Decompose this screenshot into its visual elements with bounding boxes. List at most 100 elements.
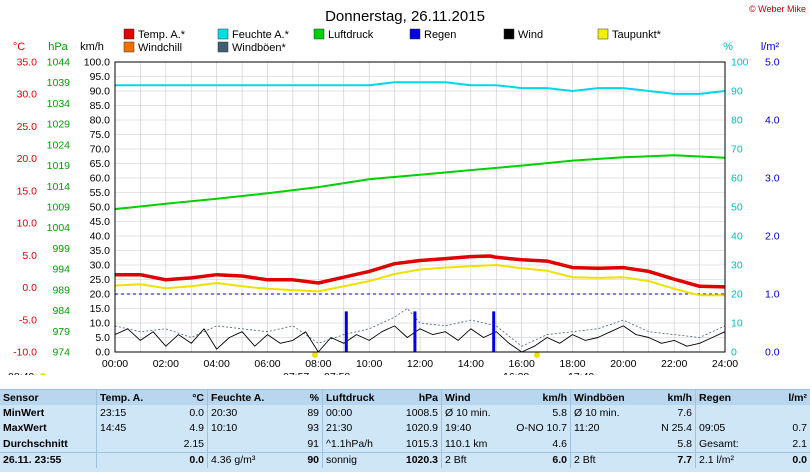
humidity-tick-label: 0 xyxy=(731,347,737,359)
wind-tick-label: 55.0 xyxy=(90,187,111,199)
chart-title: Donnerstag, 26.11.2015 xyxy=(325,8,485,25)
temp-tick-label: 25.0 xyxy=(17,121,38,133)
stats-cell: 91 xyxy=(307,437,319,450)
hdr-temp-unit: °C xyxy=(161,390,208,406)
stats-cell: 23:15 xyxy=(96,405,161,421)
wind-tick-label: 35.0 xyxy=(90,245,111,257)
wind-unit: km/h xyxy=(80,41,104,53)
wind-tick-label: 45.0 xyxy=(90,216,111,228)
stats-cell: O-NO 10.7 xyxy=(516,422,567,435)
stats-cell: 93 xyxy=(307,422,319,435)
legend-label: Taupunkt* xyxy=(612,29,662,41)
legend-label: Regen xyxy=(424,29,456,41)
x-tick-label: 10:00 xyxy=(356,358,382,370)
stats-cell: 14:45 xyxy=(96,420,161,437)
wind-tick-label: 65.0 xyxy=(90,158,111,170)
stats-cell: 89 xyxy=(307,407,319,420)
hdr-wind-unit: km/h xyxy=(504,390,571,406)
legend-swatch xyxy=(217,28,229,40)
rain-bar xyxy=(413,311,417,352)
x-tick-labels: 00:00 02:00 04:00 06:00 08:00 10:00 12:00 14:00… xyxy=(102,358,738,370)
sun-marker xyxy=(40,373,46,375)
stats-cell xyxy=(96,451,161,468)
stats-cell: 4.6 xyxy=(552,437,567,450)
hdr-hum: Feuchte A. xyxy=(207,390,276,406)
x-tick-label: 04:00 xyxy=(204,358,230,370)
pressure-unit: hPa xyxy=(48,41,68,53)
sun-markers: 08:40 07:57 07:58 16:38 17:40 xyxy=(8,352,594,375)
rain-tick-label: 1.0 xyxy=(765,289,780,301)
pressure-tick-label: 999 xyxy=(52,243,70,255)
stats-row: MinWert 23:15 0.0 20:30 89 00:00 1008.5 Ø 10 mi… xyxy=(0,405,810,421)
series-wind xyxy=(114,325,726,353)
stats-cell: 110.1 km xyxy=(441,436,504,453)
legend-swatch xyxy=(503,28,515,40)
sun-marker xyxy=(534,352,540,358)
legend-swatch xyxy=(217,41,229,53)
rain-unit: l/m² xyxy=(761,41,780,53)
axis-units: °C hPa km/h % l/m² xyxy=(13,41,780,53)
legend-label: Windchill xyxy=(138,42,182,54)
hdr-rain-unit: l/m² xyxy=(758,390,810,406)
wind-tick-label: 30.0 xyxy=(90,260,111,272)
temp-tick-label: 30.0 xyxy=(17,89,38,101)
stats-cell xyxy=(570,436,633,453)
temp-tick-label: 5.0 xyxy=(22,250,37,262)
stats-cell: Gesamt: xyxy=(695,436,758,453)
hdr-rain: Regen xyxy=(695,390,758,406)
humidity-tick-label: 60 xyxy=(731,173,743,185)
humidity-tick-label: 40 xyxy=(731,231,743,243)
stats-cell: 5.8 xyxy=(552,407,567,420)
stats-cell: Ø 10 min. xyxy=(441,405,504,421)
stats-cell: 2.15 xyxy=(183,437,204,450)
temp-tick-label: -10.0 xyxy=(13,347,37,359)
x-tick-label: 08:00 xyxy=(305,358,331,370)
stats-cell xyxy=(207,436,276,453)
sun-marker-label: 07:58 xyxy=(324,371,350,375)
stats-cell: 2 Bft xyxy=(570,451,633,468)
temp-tick-label: 20.0 xyxy=(17,153,38,165)
stats-cell: 10:10 xyxy=(207,420,276,437)
x-tick-label: 12:00 xyxy=(407,358,433,370)
stats-cell: sonnig xyxy=(322,451,391,468)
pressure-tick-label: 979 xyxy=(52,326,70,338)
series-taupunkt xyxy=(114,264,725,297)
pressure-tick-label: 1029 xyxy=(47,119,71,131)
wind-tick-label: 70.0 xyxy=(90,144,111,156)
stats-row: MaxWert 14:45 4.9 10:10 93 21:30 1020.9 19:40 O-… xyxy=(0,420,810,437)
legend: Temp. A.* Feuchte A.* Luftdruck Regen Wind Ta… xyxy=(123,28,662,54)
wind-tick-label: 15.0 xyxy=(90,303,111,315)
rain-tick-label: 4.0 xyxy=(765,115,780,127)
copyright: © Weber Mike xyxy=(749,4,806,14)
legend-swatch xyxy=(313,28,325,40)
x-tick-label: 24:00 xyxy=(712,358,738,370)
wind-tick-label: 90.0 xyxy=(90,86,111,98)
weather-chart: Donnerstag, 26.11.2015 © Weber Mike Temp… xyxy=(8,4,806,375)
pressure-tick-label: 1044 xyxy=(47,57,71,69)
stats-row-label: Durchschnitt xyxy=(3,437,68,450)
stats-cell: 11:20 xyxy=(570,420,633,437)
wind-tick-label: 25.0 xyxy=(90,274,111,286)
sun-marker-label: 07:57 xyxy=(283,371,309,375)
wind-tick-label: 20.0 xyxy=(90,289,111,301)
stats-cell: 1020.3 xyxy=(391,451,442,468)
legend-swatch xyxy=(123,28,135,40)
stats-cell: 2 Bft xyxy=(441,451,504,468)
pressure-tick-label: 1014 xyxy=(47,181,71,193)
x-tick-label: 18:00 xyxy=(559,358,585,370)
hdr-wind: Wind xyxy=(441,390,504,406)
hdr-gust: Windböen xyxy=(570,390,633,406)
series-feuchtea xyxy=(115,81,726,95)
legend-label: Windböen* xyxy=(232,42,287,54)
stats-cell: 00:00 xyxy=(322,405,391,421)
humidity-tick-label: 50 xyxy=(731,202,743,214)
wind-tick-label: 5.0 xyxy=(95,332,110,344)
wind-tick-label: 100.0 xyxy=(84,57,110,69)
legend-label: Luftdruck xyxy=(328,29,374,41)
stats-cell: 5.8 xyxy=(677,437,692,450)
rain-tick-label: 2.0 xyxy=(765,231,780,243)
stats-cell: 21:30 xyxy=(322,420,391,437)
stats-row-label: 26.11. 23:55 xyxy=(0,451,97,468)
legend-label: Feuchte A.* xyxy=(232,29,290,41)
x-tick-label: 14:00 xyxy=(458,358,484,370)
